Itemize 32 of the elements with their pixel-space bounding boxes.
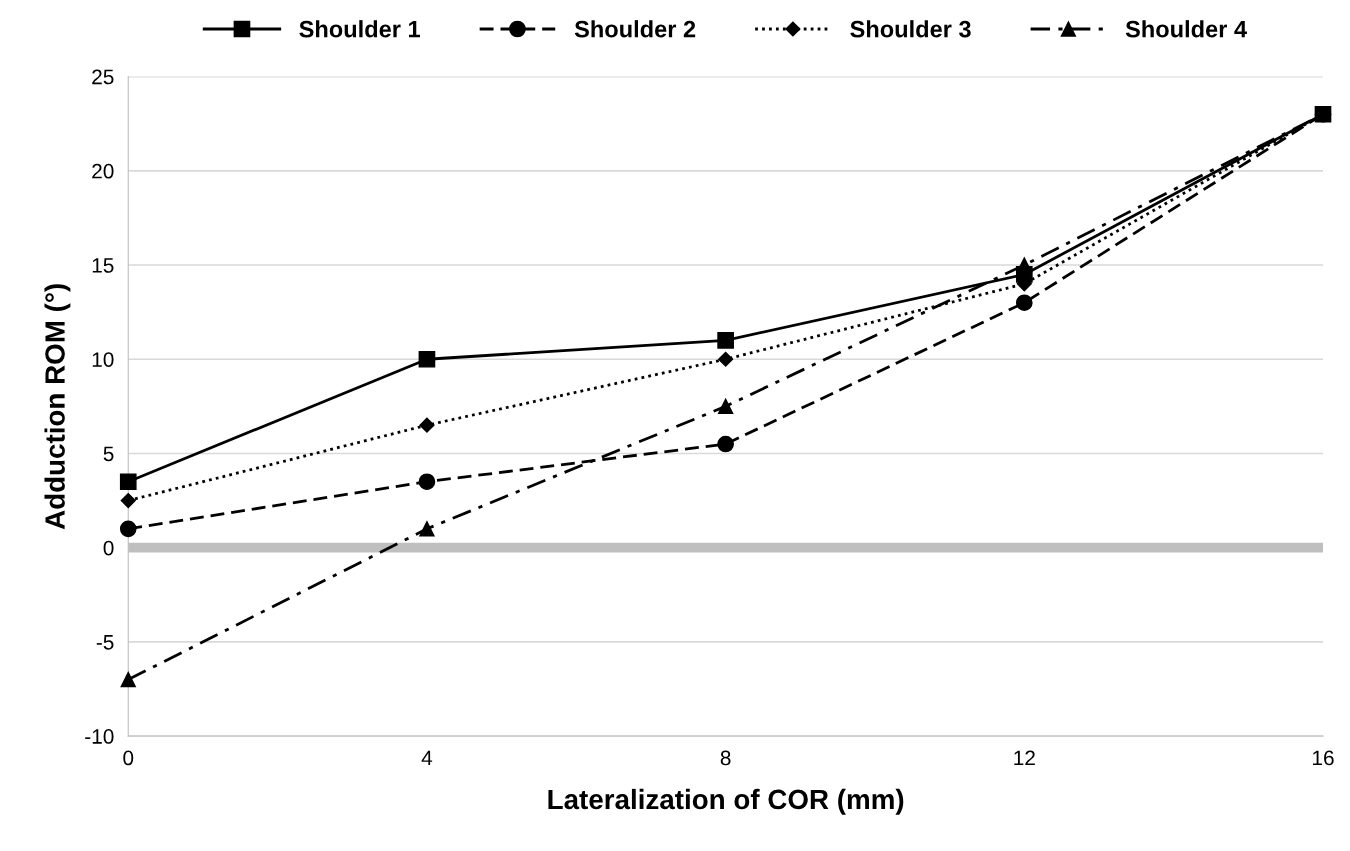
point xyxy=(717,435,734,453)
y-tick-label: -10 xyxy=(85,729,114,744)
point xyxy=(120,671,136,688)
point xyxy=(419,417,435,433)
legend-label: Shoulder 1 xyxy=(299,20,420,38)
point xyxy=(120,493,136,509)
legend-label: Shoulder 2 xyxy=(574,20,696,38)
legend-label: Shoulder 3 xyxy=(850,20,971,38)
y-axis-title: Adduction ROM (°) xyxy=(44,284,71,530)
y-tick-label: 20 xyxy=(92,163,114,179)
x-tick-label: 8 xyxy=(720,750,731,766)
point xyxy=(418,473,436,491)
point xyxy=(418,350,436,368)
point xyxy=(718,351,734,367)
y-tick-label: 10 xyxy=(92,352,114,367)
x-tick-label: 4 xyxy=(421,750,433,766)
x-axis-title: Lateralization of COR (mm) xyxy=(548,788,904,815)
point xyxy=(419,521,435,537)
y-tick-label: 15 xyxy=(92,258,114,273)
y-tick-label: 25 xyxy=(92,69,114,85)
y-tick-label: -5 xyxy=(96,635,114,650)
legend-label: Shoulder 4 xyxy=(1125,20,1247,38)
point xyxy=(717,332,734,349)
point xyxy=(717,398,734,414)
y-tick-label: 0 xyxy=(103,540,114,556)
point xyxy=(119,473,137,491)
y-tick-label: 5 xyxy=(103,446,114,462)
x-tick-label: 12 xyxy=(1014,750,1035,766)
point xyxy=(119,520,137,538)
x-tick-label: 16 xyxy=(1313,750,1334,766)
point xyxy=(1015,294,1033,312)
x-tick-label: 0 xyxy=(123,750,134,766)
